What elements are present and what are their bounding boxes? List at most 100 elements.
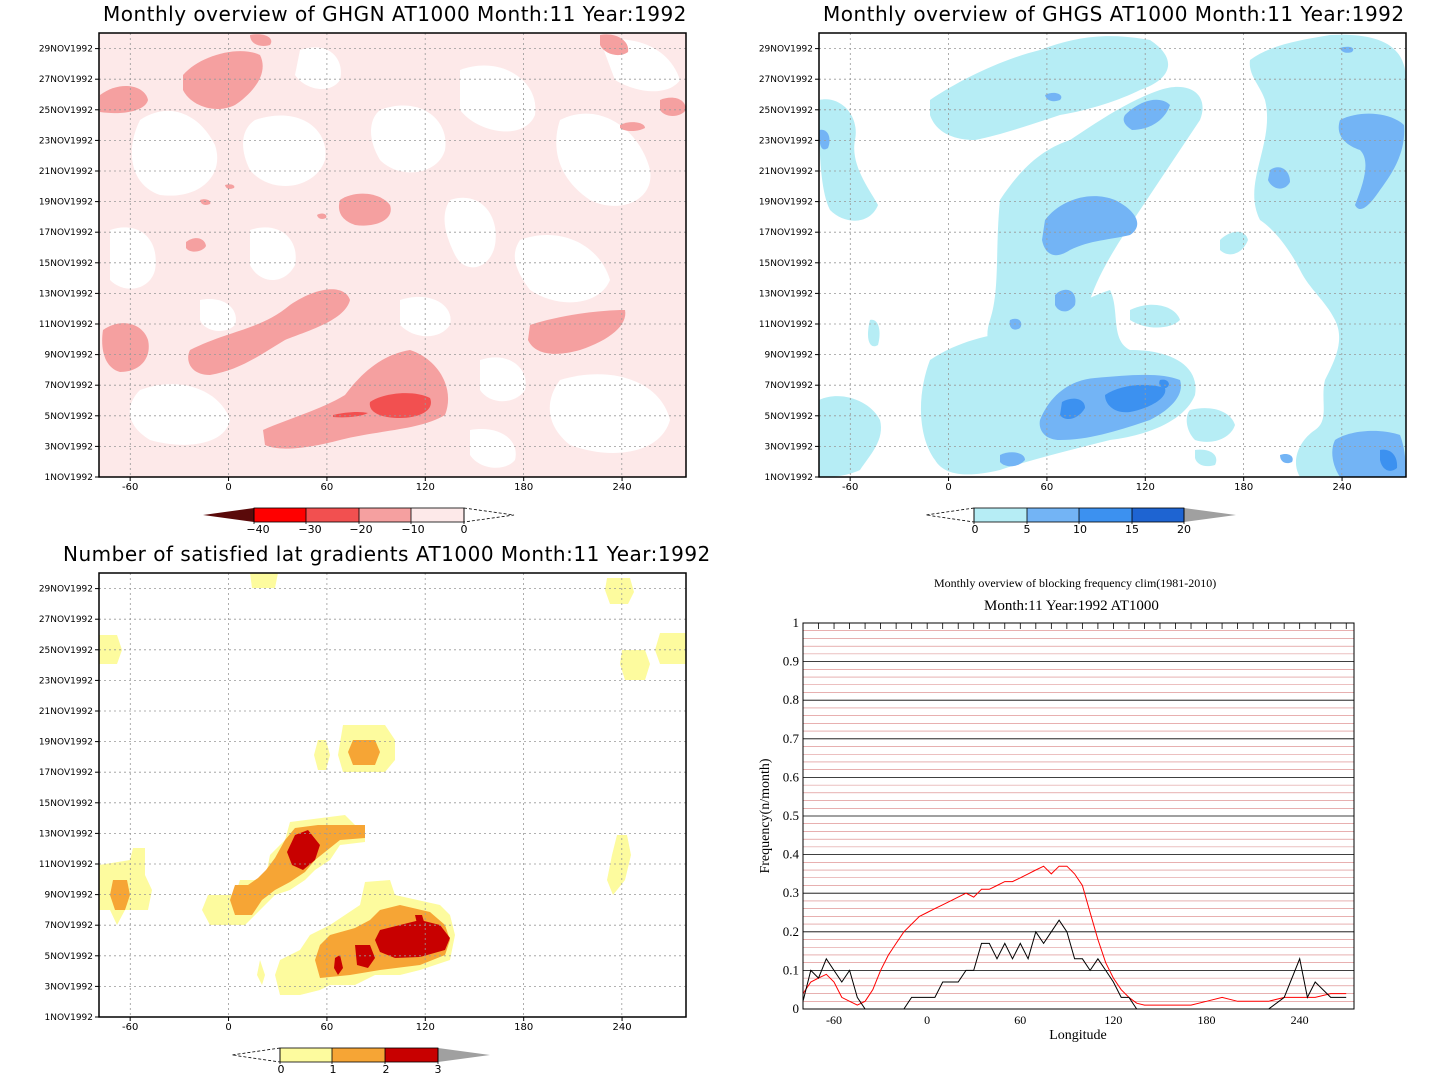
gradients-x-axis: -60 0 60 120 180 240 xyxy=(122,1017,632,1033)
ghgs-x-tick-label: -60 xyxy=(842,482,858,493)
frequency-plot-frame xyxy=(802,622,1355,1010)
ghgs-y-tick-label: 9NOV1992 xyxy=(765,351,813,361)
ghgn-plot-frame xyxy=(98,32,687,478)
frequency-x-tick-label: -60 xyxy=(826,1013,842,1027)
ghgn-y-tick-label: 7NOV1992 xyxy=(45,381,93,391)
ghgn-colorbar-tick: −10 xyxy=(401,523,424,536)
gradients-y-tick-label: 15NOV1992 xyxy=(39,799,93,809)
ghgs-contour-field xyxy=(819,33,1406,477)
ghgn-y-axis: 1NOV1992 3NOV1992 5NOV1992 7NOV1992 9NOV1992… xyxy=(39,45,99,483)
ghgn-colorbar-tick: −20 xyxy=(349,523,372,536)
frequency-y-tick-label: 0.2 xyxy=(783,924,799,939)
gradients-colorbar-tick: 0 xyxy=(278,1063,285,1076)
ghgs-x-tick-label: 120 xyxy=(1136,482,1155,493)
ghgn-grid xyxy=(99,33,686,477)
frequency-y-axis-label: Frequency(n/month) xyxy=(758,758,773,873)
ghgs-colorbar-tick: 15 xyxy=(1125,523,1139,536)
ghgs-colorbar-tick: 0 xyxy=(972,523,979,536)
ghgn-y-tick-label: 17NOV1992 xyxy=(39,228,93,238)
ghgn-x-tick-label: 120 xyxy=(416,482,435,493)
frequency-panel-title: Monthly overview of blocking frequency c… xyxy=(934,576,1217,590)
ghgs-panel: 1NOV1992 3NOV1992 5NOV1992 7NOV1992 9NOV1992… xyxy=(759,32,1407,493)
frequency-y-tick-label: 0.8 xyxy=(783,692,799,707)
gradients-x-tick-label: 180 xyxy=(514,1022,533,1033)
ghgn-colorbar-low-triangle xyxy=(203,508,254,522)
frequency-x-tick-label: 60 xyxy=(1014,1013,1026,1027)
ghgn-y-tick-label: 15NOV1992 xyxy=(39,259,93,269)
gradients-x-tick-label: -60 xyxy=(122,1022,138,1033)
ghgs-y-tick-label: 7NOV1992 xyxy=(765,381,813,391)
ghgs-y-tick-label: 15NOV1992 xyxy=(759,259,813,269)
ghgn-panel-title: Monthly overview of GHGN AT1000 Month:11… xyxy=(103,2,687,26)
gradients-y-tick-label: 25NOV1992 xyxy=(39,646,93,656)
frequency-y-tick-label: 0.3 xyxy=(783,885,799,900)
ghgn-x-tick-label: 180 xyxy=(514,482,533,493)
ghgn-colorbar-bin-4 xyxy=(411,508,464,522)
gradients-y-tick-label: 9NOV1992 xyxy=(45,891,93,901)
gradients-y-tick-label: 13NOV1992 xyxy=(39,829,93,839)
ghgn-y-tick-label: 9NOV1992 xyxy=(45,351,93,361)
ghgs-colorbar-tick: 10 xyxy=(1073,523,1087,536)
frequency-grid xyxy=(803,622,1354,1010)
ghgn-y-tick-label: 1NOV1992 xyxy=(45,473,93,483)
gradients-y-tick-label: 19NOV1992 xyxy=(39,738,93,748)
frequency-y-tick-label: 1 xyxy=(793,615,800,630)
ghgn-colorbar-bin-2 xyxy=(306,508,359,522)
gradients-y-tick-label: 23NOV1992 xyxy=(39,676,93,686)
ghgn-y-tick-label: 5NOV1992 xyxy=(45,412,93,422)
ghgs-y-tick-label: 29NOV1992 xyxy=(759,45,813,55)
gradients-y-tick-label: 1NOV1992 xyxy=(45,1013,93,1023)
ghgn-x-tick-label: -60 xyxy=(122,482,138,493)
ghgn-x-tick-label: 240 xyxy=(613,482,632,493)
gradients-y-tick-label: 11NOV1992 xyxy=(39,860,93,870)
ghgn-y-tick-label: 25NOV1992 xyxy=(39,106,93,116)
gradients-colorbar-tick: 2 xyxy=(383,1063,390,1076)
gradients-x-tick-label: 60 xyxy=(321,1022,334,1033)
ghgs-y-tick-label: 1NOV1992 xyxy=(765,473,813,483)
ghgn-colorbar-bin-3 xyxy=(359,508,411,522)
frequency-panel: 0 0.1 0.2 0.3 0.4 0.5 0.6 0.7 0.8 0.9 1 -60 0 60 120 18… xyxy=(758,615,1355,1043)
gradients-y-tick-label: 21NOV1992 xyxy=(39,707,93,717)
gradients-x-tick-label: 120 xyxy=(416,1022,435,1033)
ghgs-x-tick-label: 60 xyxy=(1041,482,1054,493)
gradients-colorbar-low-triangle xyxy=(231,1047,281,1063)
frequency-y-tick-label: 0.9 xyxy=(783,654,799,669)
ghgs-y-tick-label: 19NOV1992 xyxy=(759,198,813,208)
ghgs-y-tick-label: 21NOV1992 xyxy=(759,167,813,177)
gradients-y-tick-label: 7NOV1992 xyxy=(45,921,93,931)
ghgs-colorbar: 0 5 10 15 20 xyxy=(925,507,1236,536)
gradients-y-tick-label: 29NOV1992 xyxy=(39,585,93,595)
gradients-x-tick-label: 0 xyxy=(225,1022,231,1033)
frequency-y-tick-label: 0.7 xyxy=(783,731,800,746)
ghgn-colorbar: −40 −30 −20 −10 0 xyxy=(203,507,515,536)
frequency-y-tick-label: 0.4 xyxy=(783,847,800,862)
ghgs-colorbar-bin-3 xyxy=(1079,508,1132,522)
gradients-y-tick-label: 3NOV1992 xyxy=(45,982,93,992)
frequency-panel-subtitle: Month:11 Year:1992 AT1000 xyxy=(984,598,1159,614)
ghgn-y-tick-label: 27NOV1992 xyxy=(39,75,93,85)
ghgn-y-tick-label: 19NOV1992 xyxy=(39,198,93,208)
ghgn-x-axis: -60 0 60 120 180 240 xyxy=(122,477,632,493)
frequency-x-tick-label: 240 xyxy=(1291,1013,1309,1027)
frequency-y-tick-label: 0 xyxy=(793,1001,800,1016)
ghgs-colorbar-bin-4 xyxy=(1132,508,1184,522)
frequency-x-tick-label: 0 xyxy=(924,1013,930,1027)
ghgs-colorbar-tick: 20 xyxy=(1177,523,1191,536)
ghgn-colorbar-tick: −40 xyxy=(246,523,269,536)
gradients-colorbar-bin-1 xyxy=(280,1048,332,1062)
frequency-series xyxy=(802,865,1347,1010)
ghgs-colorbar-low-triangle xyxy=(925,507,975,523)
ghgn-colorbar-tick: 0 xyxy=(461,523,468,536)
ghgs-x-tick-label: 240 xyxy=(1333,482,1352,493)
frequency-series-line-1 xyxy=(802,919,1347,1010)
gradients-plot-frame xyxy=(98,572,687,1018)
gradients-panel-title: Number of satisfied lat gradients AT1000… xyxy=(63,542,711,566)
ghgs-grid xyxy=(819,33,1406,477)
frequency-ticks: 0 0.1 0.2 0.3 0.4 0.5 0.6 0.7 0.8 0.9 1 -60 0 60 120 18… xyxy=(783,615,1347,1027)
gradients-y-tick-label: 17NOV1992 xyxy=(39,768,93,778)
gradients-y-tick-label: 5NOV1992 xyxy=(45,952,93,962)
frequency-y-tick-label: 0.6 xyxy=(783,769,800,784)
ghgn-y-tick-label: 21NOV1992 xyxy=(39,167,93,177)
gradients-colorbar-tick: 1 xyxy=(330,1063,337,1076)
